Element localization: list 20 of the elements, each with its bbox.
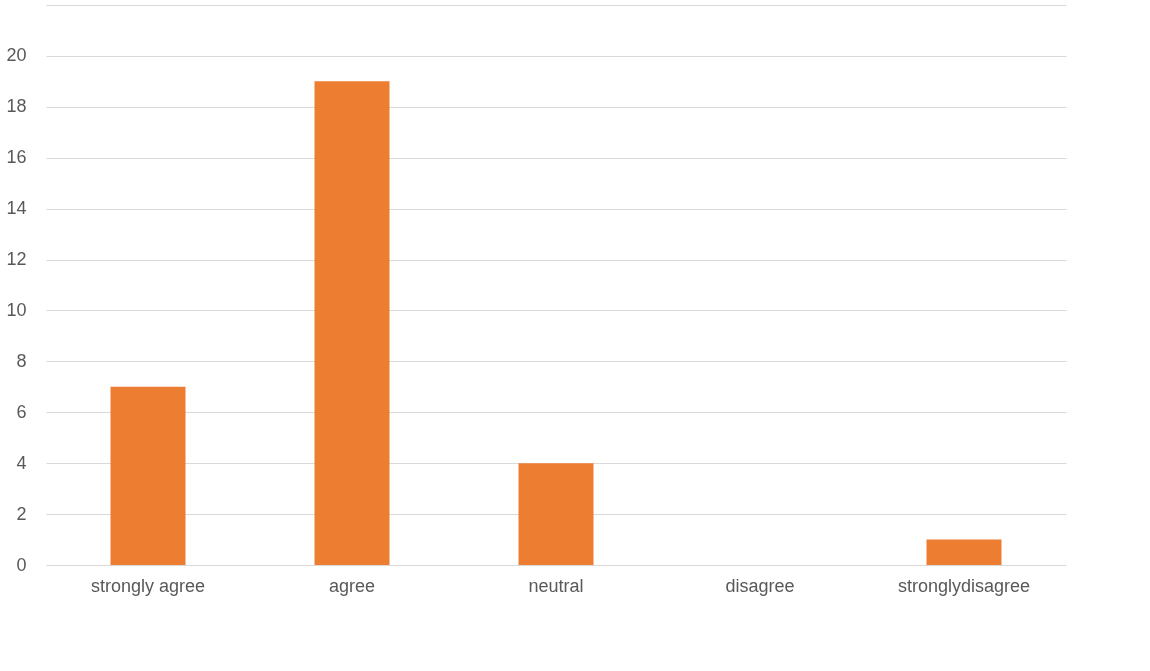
y-tick-label: 2: [16, 503, 27, 524]
y-tick-label: 0: [16, 554, 27, 575]
y-tick-label: 6: [16, 401, 27, 422]
x-tick-label: agree: [328, 575, 376, 596]
y-tick-label: 10: [6, 299, 27, 320]
bar: [314, 81, 390, 565]
bar: [518, 463, 594, 565]
x-tick-label: disagree: [725, 575, 795, 596]
y-tick-label: 4: [16, 452, 27, 473]
bar: [926, 539, 1002, 565]
x-tick-label: stronglydisagree: [897, 575, 1031, 596]
y-tick-label: 8: [16, 350, 27, 371]
bar: [110, 386, 186, 565]
y-tick-label: 12: [6, 249, 27, 270]
y-tick-label: 14: [6, 198, 27, 219]
x-tick-label: neutral: [528, 575, 584, 596]
y-tick-label: 16: [6, 147, 27, 168]
x-tick-label: strongly agree: [90, 575, 206, 596]
y-tick-label: 20: [6, 45, 27, 66]
y-tick-label: 18: [6, 96, 27, 117]
